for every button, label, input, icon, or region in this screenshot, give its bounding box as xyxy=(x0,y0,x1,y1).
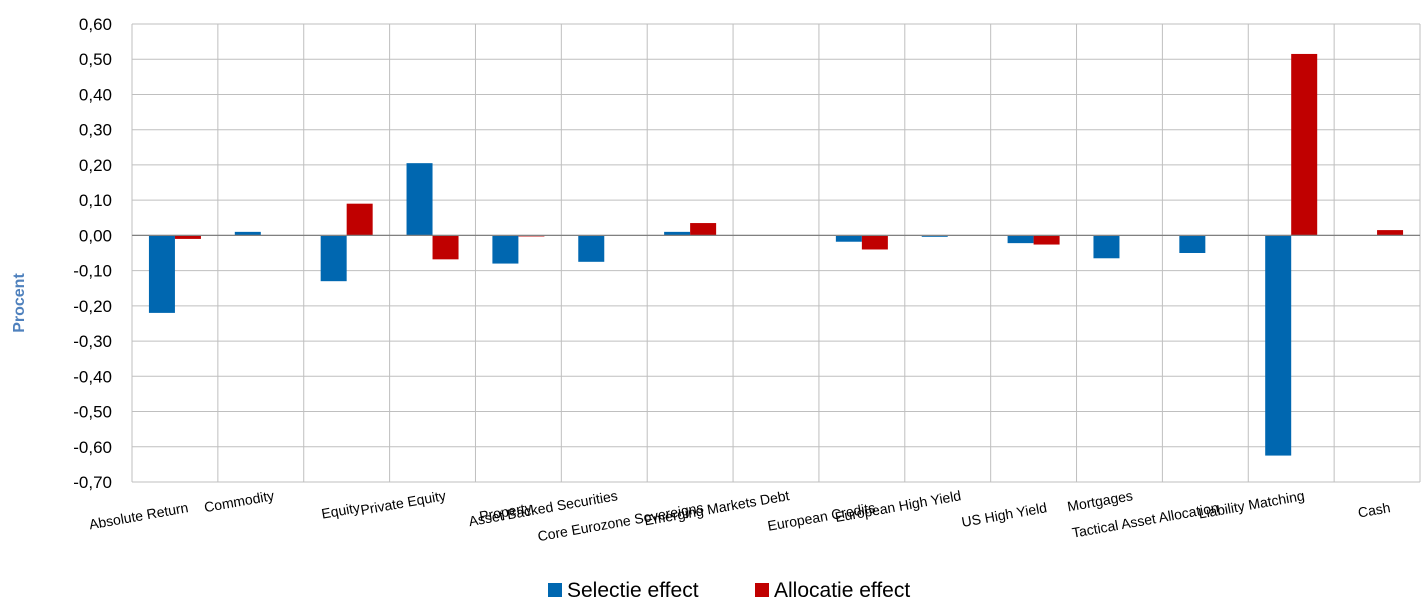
y-axis-tick-labels: -0,70 -0,60 -0,50 -0,40 -0,30 -0,20 -0,10 0,00 0… xyxy=(73,15,112,492)
category-label: European High Yield xyxy=(834,487,962,525)
bar-selectie xyxy=(1093,235,1120,259)
y-tick-label: -0,10 xyxy=(73,262,112,281)
y-tick-label: 0,30 xyxy=(79,121,112,140)
y-tick-label: 0,20 xyxy=(79,156,112,175)
category-label: Equity xyxy=(320,499,361,522)
legend-swatch xyxy=(548,583,562,597)
y-tick-label: -0,70 xyxy=(73,473,112,492)
bar-selectie xyxy=(148,235,175,313)
bar-selectie xyxy=(835,235,862,242)
y-tick-label: -0,50 xyxy=(73,403,112,422)
bar-selectie xyxy=(578,235,605,262)
bar-allocatie xyxy=(861,235,888,250)
bar-selectie xyxy=(234,231,261,236)
y-tick-label: -0,40 xyxy=(73,367,112,386)
bar-selectie xyxy=(664,231,691,236)
bar-selectie xyxy=(320,235,347,282)
legend-label: Selectie effect xyxy=(567,579,699,602)
bar-selectie xyxy=(492,235,519,264)
category-label: Liability Matching xyxy=(1197,487,1306,521)
gridlines xyxy=(131,23,1421,483)
bar-allocatie xyxy=(432,235,459,260)
category-label: Cash xyxy=(1357,499,1392,520)
category-label: Mortgages xyxy=(1066,487,1134,514)
bar-selectie xyxy=(1179,235,1206,253)
category-label: US High Yield xyxy=(960,499,1048,530)
y-tick-label: 0,50 xyxy=(79,50,112,69)
category-label: Absolute Return xyxy=(88,499,190,532)
category-label: Private Equity xyxy=(359,487,447,518)
bar-selectie xyxy=(1265,235,1292,456)
y-axis-title: Procent xyxy=(11,273,28,333)
bar-allocatie xyxy=(1291,53,1318,236)
bar-selectie xyxy=(406,163,433,236)
y-tick-label: -0,60 xyxy=(73,438,112,457)
legend-label: Allocatie effect xyxy=(774,579,910,602)
bar-allocatie xyxy=(346,203,373,236)
bar-allocatie xyxy=(174,235,201,239)
bar-selectie xyxy=(1007,235,1034,244)
bar-allocatie xyxy=(1377,230,1404,236)
y-tick-label: 0,00 xyxy=(79,226,112,245)
y-tick-label: 0,40 xyxy=(79,85,112,104)
bar-allocatie xyxy=(1033,235,1060,245)
category-label: Commodity xyxy=(203,487,275,515)
bar-allocatie xyxy=(690,223,717,236)
legend-swatch xyxy=(755,583,769,597)
bars xyxy=(148,53,1404,456)
bar-selectie xyxy=(921,235,948,237)
y-tick-label: -0,30 xyxy=(73,332,112,351)
y-tick-label: -0,20 xyxy=(73,297,112,316)
legend: Selectie effect Allocatie effect xyxy=(548,579,910,602)
y-tick-label: 0,10 xyxy=(79,191,112,210)
y-tick-label: 0,60 xyxy=(79,15,112,34)
